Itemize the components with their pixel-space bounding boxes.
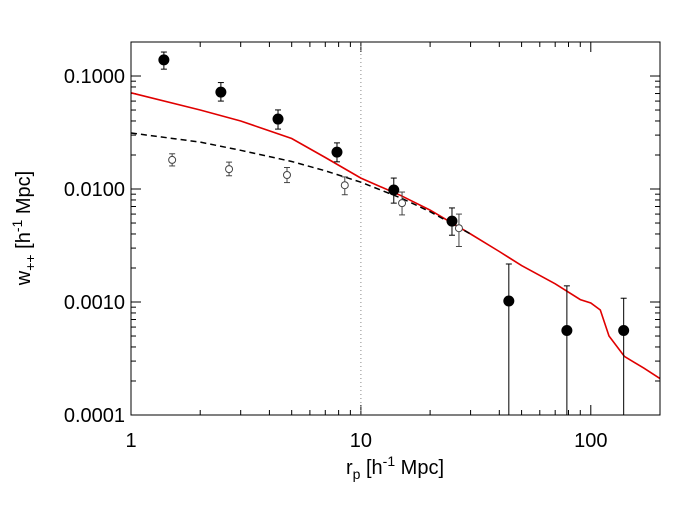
data-point xyxy=(561,324,573,336)
y-axis-label: w++ [h-1 Mpc] xyxy=(9,171,38,286)
data-point xyxy=(388,184,400,196)
y-label-text: Mpc] xyxy=(13,171,35,220)
y-tick-label: 0.0100 xyxy=(64,179,125,201)
y-tick-label: 0.0010 xyxy=(64,292,125,314)
y-label-text: [h xyxy=(13,232,35,254)
x-tick-label: 10 xyxy=(350,430,372,452)
data-point xyxy=(398,199,407,208)
data-point xyxy=(225,165,234,174)
y-label-sup: -1 xyxy=(9,219,25,232)
x-tick-label: 100 xyxy=(574,430,607,452)
data-point xyxy=(331,146,343,158)
x-axis-label: rp [h-1 Mpc] xyxy=(346,453,444,482)
data-point xyxy=(618,324,630,336)
model-line xyxy=(130,132,471,235)
y-label-main: w xyxy=(13,270,35,286)
x-label-sup: -1 xyxy=(383,453,396,469)
x-label-text: [h xyxy=(360,457,382,479)
y-label-sub: ++ xyxy=(22,254,38,270)
data-point xyxy=(340,181,349,190)
data-point xyxy=(446,215,458,227)
data-point xyxy=(158,54,170,66)
y-tick-label: 0.1000 xyxy=(64,66,125,88)
data-point xyxy=(168,155,177,164)
data-point xyxy=(272,113,284,125)
data-point xyxy=(503,295,515,307)
x-label-main: r xyxy=(346,457,353,479)
x-label-sub: p xyxy=(353,466,361,482)
y-tick-label: 0.0001 xyxy=(64,405,125,427)
data-point xyxy=(215,86,227,98)
data-point xyxy=(282,171,291,180)
model-line xyxy=(130,92,661,380)
plot-frame xyxy=(130,41,661,416)
data-point xyxy=(454,224,463,233)
x-tick-label: 1 xyxy=(125,430,136,452)
x-label-text: Mpc] xyxy=(395,457,444,479)
